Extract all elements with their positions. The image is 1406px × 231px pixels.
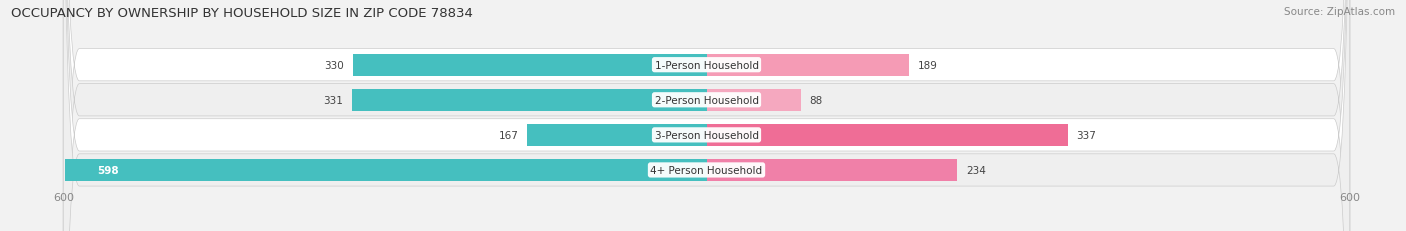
Bar [707,90,801,111]
Bar [352,90,707,111]
FancyBboxPatch shape [63,0,1350,231]
Bar [707,159,957,181]
Bar [66,159,707,181]
Text: 598: 598 [97,165,120,175]
Bar [707,55,910,76]
Text: 337: 337 [1077,130,1097,140]
Bar [527,125,707,146]
Text: 167: 167 [499,130,519,140]
Text: 4+ Person Household: 4+ Person Household [651,165,762,175]
Text: 330: 330 [325,61,344,70]
Text: 331: 331 [323,95,343,105]
Text: 234: 234 [966,165,986,175]
FancyBboxPatch shape [63,0,1350,231]
Text: OCCUPANCY BY OWNERSHIP BY HOUSEHOLD SIZE IN ZIP CODE 78834: OCCUPANCY BY OWNERSHIP BY HOUSEHOLD SIZE… [11,7,474,20]
Bar [353,55,707,76]
Text: 3-Person Household: 3-Person Household [655,130,758,140]
Text: 1-Person Household: 1-Person Household [655,61,758,70]
Text: 2-Person Household: 2-Person Household [655,95,758,105]
FancyBboxPatch shape [63,0,1350,231]
Text: Source: ZipAtlas.com: Source: ZipAtlas.com [1284,7,1395,17]
Text: 189: 189 [918,61,938,70]
Bar [707,125,1067,146]
Text: 88: 88 [810,95,823,105]
FancyBboxPatch shape [63,0,1350,231]
